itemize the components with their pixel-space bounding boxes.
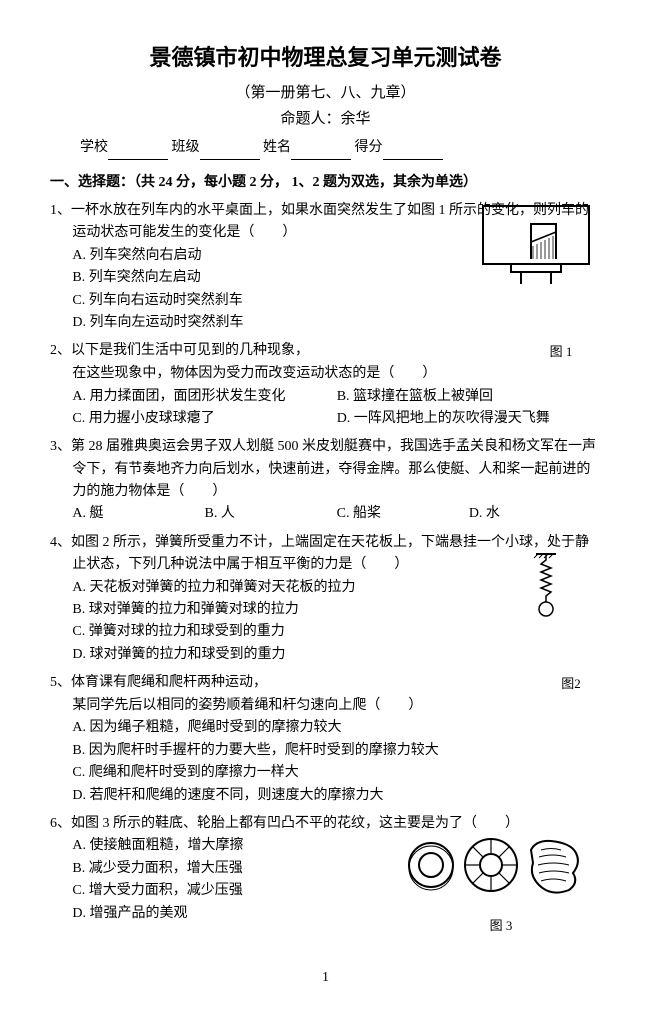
student-info-line: 学校 班级 姓名 得分: [50, 137, 601, 159]
subtitle: （第一册第七、八、九章）: [50, 81, 601, 105]
score-label: 得分: [355, 140, 383, 155]
page-number: 1: [50, 967, 601, 989]
q2-options: A. 用力揉面团，面团形状发生变化 B. 篮球撞在篮板上被弹回 C. 用力握小皮…: [50, 386, 601, 431]
q3-opt-d: D. 水: [469, 503, 601, 525]
figure-2: [531, 552, 561, 630]
q3-options: A. 艇 B. 人 C. 船桨 D. 水: [50, 503, 601, 525]
name-blank: [291, 143, 351, 159]
q2-opt-b: B. 篮球撞在篮板上被弹回: [337, 386, 601, 408]
q6-options: A. 使接触面粗糙，增大摩擦 B. 减少受力面积，增大压强 C. 增大受力面积，…: [50, 835, 401, 936]
question-1: 1、一杯水放在列车内的水平桌面上，如果水面突然发生了如图 1 所示的变化，则列车…: [50, 200, 601, 334]
q5-opt-a: A. 因为绳子粗糙，爬绳时受到的摩擦力较大: [72, 717, 601, 739]
q4-stem: 4、如图 2 所示，弹簧所受重力不计，上端固定在天花板上，下端悬挂一个小球，处于…: [50, 532, 601, 577]
q3-stem: 3、第 28 届雅典奥运会男子双人划艇 500 米皮划艇赛中，我国选手孟关良和杨…: [50, 436, 601, 503]
score-blank: [383, 143, 443, 159]
fig1-label: 图 1: [521, 342, 601, 363]
author-line: 命题人：余华: [50, 107, 601, 131]
class-label: 班级: [172, 140, 200, 155]
q4-options: A. 天花板对弹簧的拉力和弹簧对天花板的拉力 B. 球对弹簧的拉力和弹簧对球的拉…: [50, 577, 601, 667]
q2-stem: 2、以下是我们生活中可见到的几种现象，: [50, 340, 521, 363]
author-name: 余华: [341, 111, 371, 127]
q5-stem2: 某同学先后以相同的姿势顺着绳和杆匀速向上爬（ ）: [50, 695, 601, 717]
q3-opt-b: B. 人: [205, 503, 337, 525]
q4-opt-c: C. 弹簧对球的拉力和球受到的重力: [72, 621, 601, 643]
q2-opt-c: C. 用力握小皮球球瘪了: [72, 408, 336, 430]
q5-opt-c: C. 爬绳和爬杆时受到的摩擦力一样大: [72, 762, 601, 784]
fig3-label: 图 3: [401, 916, 601, 937]
q4-opt-b: B. 球对弹簧的拉力和弹簧对球的拉力: [72, 599, 601, 621]
school-label: 学校: [80, 140, 108, 155]
fig2-label: 图2: [541, 674, 601, 695]
figure-1: [481, 204, 591, 292]
q3-opt-a: A. 艇: [72, 503, 204, 525]
q5-opt-d: D. 若爬杆和爬绳的速度不同，则速度大的摩擦力大: [72, 785, 601, 807]
q6-opt-b: B. 减少受力面积，增大压强: [72, 858, 401, 880]
question-3: 3、第 28 届雅典奥运会男子双人划艇 500 米皮划艇赛中，我国选手孟关良和杨…: [50, 436, 601, 526]
q6-opt-a: A. 使接触面粗糙，增大摩擦: [72, 835, 401, 857]
class-blank: [200, 143, 260, 159]
q4-opt-d: D. 球对弹簧的拉力和球受到的重力: [72, 644, 601, 666]
q3-opt-c: C. 船桨: [337, 503, 469, 525]
q6-opt-c: C. 增大受力面积，减少压强: [72, 880, 401, 902]
q2-opt-a: A. 用力揉面团，面团形状发生变化: [72, 386, 336, 408]
q5-options: A. 因为绳子粗糙，爬绳时受到的摩擦力较大 B. 因为爬杆时手握杆的力要大些，爬…: [50, 717, 601, 807]
figure-3: 图 3: [401, 835, 601, 936]
section1-heading: 一、选择题：（共 24 分，每小题 2 分， 1、2 题为双选，其余为单选）: [50, 172, 601, 194]
page-title: 景德镇市初中物理总复习单元测试卷: [50, 40, 601, 75]
author-label: 命题人：: [280, 111, 340, 127]
question-5: 5、体育课有爬绳和爬杆两种运动， 图2 某同学先后以相同的姿势顺着绳和杆匀速向上…: [50, 672, 601, 807]
question-4: 4、如图 2 所示，弹簧所受重力不计，上端固定在天花板上，下端悬挂一个小球，处于…: [50, 532, 601, 666]
question-6: 6、如图 3 所示的鞋底、轮胎上都有凹凸不平的花纹，这主要是为了（ ） A. 使…: [50, 813, 601, 937]
q1-opt-d: D. 列车向左运动时突然刹车: [72, 312, 601, 334]
q6-opt-d: D. 增强产品的美观: [72, 903, 401, 925]
q6-stem: 6、如图 3 所示的鞋底、轮胎上都有凹凸不平的花纹，这主要是为了（ ）: [50, 813, 601, 835]
q5-opt-b: B. 因为爬杆时手握杆的力要大些，爬杆时受到的摩擦力较大: [72, 740, 601, 762]
q2-opt-d: D. 一阵风把地上的灰吹得漫天飞舞: [337, 408, 601, 430]
q1-opt-c: C. 列车向右运动时突然刹车: [72, 290, 601, 312]
school-blank: [108, 143, 168, 159]
q4-opt-a: A. 天花板对弹簧的拉力和弹簧对天花板的拉力: [72, 577, 601, 599]
q2-stem2: 在这些现象中，物体因为受力而改变运动状态的是（ ）: [50, 363, 601, 385]
q5-stem: 5、体育课有爬绳和爬杆两种运动，: [50, 672, 541, 695]
name-label: 姓名: [263, 140, 291, 155]
question-2: 2、以下是我们生活中可见到的几种现象， 图 1 在这些现象中，物体因为受力而改变…: [50, 340, 601, 430]
